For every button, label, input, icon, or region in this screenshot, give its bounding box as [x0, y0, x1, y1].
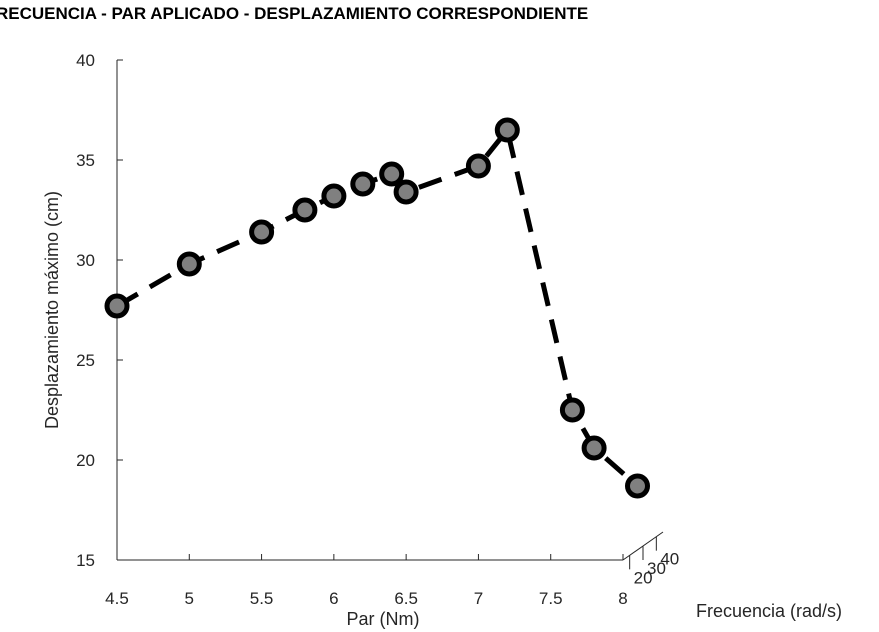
- series-group: [104, 117, 650, 499]
- y-tick-label: 40: [76, 51, 95, 70]
- y-tick-label: 15: [76, 551, 95, 570]
- x-axis-label: Par (Nm): [347, 609, 420, 629]
- data-point: [581, 435, 607, 461]
- data-point: [350, 171, 376, 197]
- x-tick-label: 6: [329, 589, 338, 608]
- x-tick-label: 7.5: [539, 589, 563, 608]
- y-tick-label: 35: [76, 151, 95, 170]
- y-tick-label: 30: [76, 251, 95, 270]
- x-tick-label: 8: [618, 589, 627, 608]
- y-tick-label: 20: [76, 451, 95, 470]
- data-point: [249, 219, 275, 245]
- series-line: [115, 124, 640, 488]
- data-point: [494, 117, 520, 143]
- data-point: [559, 397, 585, 423]
- data-point: [176, 251, 202, 277]
- z-axis-label: Frecuencia (rad/s): [696, 601, 842, 621]
- data-point: [625, 473, 650, 499]
- x-tick-label: 4.5: [105, 589, 129, 608]
- x-ticks: 4.5 5 5.5 6 6.5 7 7.5 8: [105, 554, 628, 608]
- chart-title: RECUENCIA - PAR APLICADO - DESPLAZAMIENT…: [0, 4, 588, 23]
- data-point: [393, 179, 419, 205]
- x-tick-label: 5.5: [250, 589, 274, 608]
- data-point: [104, 293, 130, 319]
- x-tick-label: 7: [474, 589, 483, 608]
- data-point: [379, 161, 405, 187]
- z-tick-label: 40: [660, 550, 679, 569]
- z-tick-label: 30: [647, 559, 666, 578]
- data-point: [321, 183, 347, 209]
- x-tick-label: 6.5: [394, 589, 418, 608]
- y-axis-label: Desplazamiento máximo (cm): [42, 191, 62, 429]
- data-point: [465, 153, 491, 179]
- y-ticks: 15 20 25 30 35 40: [76, 51, 123, 570]
- z-tick-label: 20: [634, 568, 653, 587]
- x-tick-label: 5: [185, 589, 194, 608]
- data-point: [292, 197, 318, 223]
- y-tick-label: 25: [76, 351, 95, 370]
